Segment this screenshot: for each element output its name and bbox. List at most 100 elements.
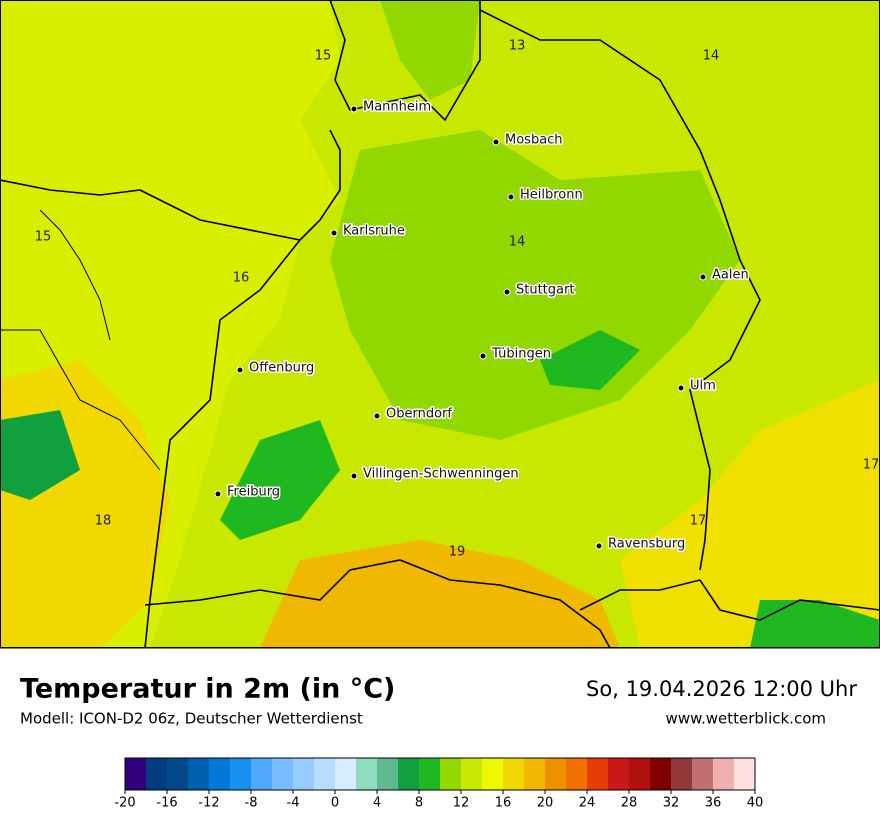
city-dot <box>677 384 685 392</box>
city-label: Mosbach <box>505 133 563 148</box>
city-dot <box>595 542 603 550</box>
isotherm-label: 15 <box>35 230 52 245</box>
colorbar-segment <box>251 758 273 790</box>
colorbar-segment <box>545 758 567 790</box>
border <box>579 579 880 621</box>
zone-warmest <box>260 540 620 648</box>
city-dot <box>373 412 381 420</box>
city-label: Ulm <box>690 379 716 394</box>
isotherm-label: 17 <box>690 514 707 529</box>
colorbar-tick-label: 0 <box>331 796 339 811</box>
city-label: Stuttgart <box>516 283 574 298</box>
colorbar-segment <box>398 758 420 790</box>
isotherm-label: 18 <box>95 514 112 529</box>
border <box>479 9 761 571</box>
city-label: Freiburg <box>227 485 280 500</box>
colorbar-tick-label: 4 <box>373 796 381 811</box>
zone-cold-bw <box>220 420 340 540</box>
colorbar-segment <box>314 758 336 790</box>
colorbar-tick-label: 28 <box>621 796 638 811</box>
isotherm-label: 14 <box>509 235 526 250</box>
colorbar-segment <box>377 758 399 790</box>
map: Mannheim Mosbach Heilbronn Karlsruhe Stuttga… <box>0 0 880 649</box>
colorbar-tick-label: 36 <box>705 796 722 811</box>
colorbar-tick-label: 24 <box>579 796 596 811</box>
zone-cool <box>330 130 740 440</box>
colorbar-segment <box>230 758 252 790</box>
datetime: So, 19.04.2026 12:00 Uhr <box>586 677 857 701</box>
border <box>0 129 341 241</box>
colorbar-segment <box>692 758 714 790</box>
isotherm-label: 16 <box>233 271 250 286</box>
isotherm-label: 19 <box>449 545 466 560</box>
colorbar-segment <box>440 758 462 790</box>
colorbar-tick-label: 20 <box>537 796 554 811</box>
colorbar-tick-label: -12 <box>198 796 219 811</box>
colorbar-tick-label: -16 <box>156 796 177 811</box>
colorbar-segment <box>125 758 147 790</box>
colorbar-segment <box>566 758 588 790</box>
isotherm-label: 13 <box>509 39 526 54</box>
isotherm-label: 14 <box>703 49 720 64</box>
colorbar-tick-label: 32 <box>663 796 680 811</box>
colorbar-segment <box>713 758 735 790</box>
colorbar-segment <box>209 758 231 790</box>
isotherm-label: 17 <box>863 458 880 473</box>
colorbar-segment <box>335 758 357 790</box>
city-label: Mannheim <box>363 100 431 115</box>
city-label: Aalen <box>712 268 749 283</box>
city-dot <box>699 273 707 281</box>
title: Temperatur in 2m (in °C) <box>20 674 395 705</box>
city-dot <box>492 138 500 146</box>
zone-cool-north <box>380 0 480 100</box>
city-label: Ravensburg <box>608 537 685 552</box>
colorbar-segment <box>608 758 630 790</box>
city-dot <box>503 288 511 296</box>
border <box>39 209 111 341</box>
border <box>144 559 611 649</box>
colorbar-segment <box>503 758 525 790</box>
zone-alps <box>750 600 880 648</box>
colorbar-segment <box>293 758 315 790</box>
city-dot <box>479 352 487 360</box>
zone-warm-east <box>620 380 880 648</box>
colorbar: -20 -16 -12 -8 -4 0 4 8 12 16 20 24 28 32 36 40 <box>114 757 764 811</box>
colorbar-segment <box>671 758 693 790</box>
colorbar-segment <box>146 758 168 790</box>
colorbar-segment <box>461 758 483 790</box>
city-dot <box>507 193 515 201</box>
colorbar-segment <box>272 758 294 790</box>
colorbar-tick-label: 40 <box>747 796 764 811</box>
colorbar-tick-label: 8 <box>415 796 423 811</box>
colorbar-segment <box>188 758 210 790</box>
colorbar-segment <box>167 758 189 790</box>
colorbar-tick-label: 16 <box>495 796 512 811</box>
colorbar-segment <box>419 758 441 790</box>
subtitle: Modell: ICON-D2 06z, Deutscher Wetterdie… <box>20 710 363 728</box>
isotherm-label: 15 <box>315 49 332 64</box>
colorbar-segment <box>587 758 609 790</box>
city-label: Oberndorf <box>386 407 452 422</box>
colorbar-tick-label: -4 <box>287 796 300 811</box>
city-label: Villingen-Schwenningen <box>363 467 519 482</box>
colorbar-segment <box>356 758 378 790</box>
colorbar-segment <box>482 758 504 790</box>
city-dot <box>236 366 244 374</box>
colorbar-tick-label: 12 <box>453 796 470 811</box>
city-label: Tübingen <box>491 347 551 362</box>
zone-cold-alb <box>540 330 640 390</box>
zone-cold-west <box>0 410 80 500</box>
city-label: Offenburg <box>249 361 314 376</box>
city-dot <box>350 472 358 480</box>
colorbar-segment <box>650 758 672 790</box>
city-label: Heilbronn <box>520 188 583 203</box>
city-label: Karlsruhe <box>343 224 405 239</box>
colorbar-frame <box>124 757 756 791</box>
colorbar-tick-label: -20 <box>114 796 135 811</box>
city-dot <box>330 229 338 237</box>
website: www.wetterblick.com <box>666 710 826 728</box>
colorbar-segment <box>524 758 546 790</box>
border <box>144 239 301 649</box>
colorbar-segment <box>629 758 651 790</box>
